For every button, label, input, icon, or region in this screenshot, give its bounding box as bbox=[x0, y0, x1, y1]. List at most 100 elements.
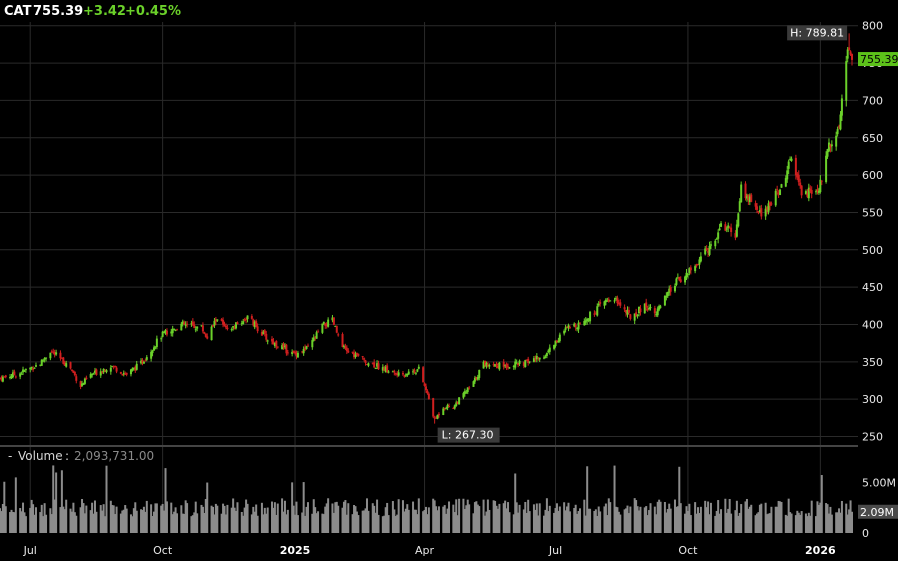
candle-body bbox=[845, 61, 848, 101]
candle-body bbox=[768, 202, 771, 206]
volume-bar bbox=[764, 502, 767, 533]
candle-body bbox=[558, 334, 561, 342]
candle-body bbox=[22, 369, 25, 373]
price-tick-label: 300 bbox=[862, 393, 883, 406]
volume-bar bbox=[129, 514, 132, 533]
candle-body bbox=[115, 367, 118, 372]
volume-bar bbox=[95, 511, 98, 533]
candle-body bbox=[381, 367, 384, 371]
candle-body bbox=[697, 264, 700, 266]
volume-bar bbox=[383, 515, 386, 533]
candle-body bbox=[384, 366, 387, 373]
volume-bar bbox=[576, 513, 579, 533]
volume-bar bbox=[112, 505, 115, 533]
candle-body bbox=[589, 311, 592, 322]
volume-bar bbox=[29, 507, 32, 533]
candle-body bbox=[586, 318, 589, 322]
volume-bar bbox=[250, 514, 253, 533]
candle-body bbox=[85, 377, 88, 380]
candle-body bbox=[606, 300, 609, 302]
candle-body bbox=[271, 338, 274, 342]
volume-bar bbox=[50, 514, 53, 533]
candle-body bbox=[744, 183, 747, 199]
volume-bar bbox=[324, 506, 327, 533]
candle-body bbox=[206, 336, 209, 339]
candle-body bbox=[819, 179, 822, 193]
volume-bar bbox=[222, 503, 225, 533]
candle-body bbox=[846, 49, 849, 59]
candle-body bbox=[770, 203, 773, 205]
volume-bar bbox=[272, 507, 275, 533]
volume-bar bbox=[547, 511, 550, 533]
candle-body bbox=[522, 362, 525, 366]
volume-bar bbox=[426, 514, 429, 533]
volume-bar bbox=[164, 468, 167, 533]
candle-body bbox=[24, 369, 27, 371]
volume-bar bbox=[790, 513, 793, 533]
volume-bar bbox=[75, 515, 78, 533]
volume-bar bbox=[846, 514, 849, 533]
volume-bar bbox=[39, 512, 42, 533]
volume-collapse-icon[interactable]: - bbox=[8, 449, 12, 463]
volume-bar bbox=[799, 514, 802, 533]
volume-bar bbox=[0, 511, 3, 533]
candle-body bbox=[548, 347, 551, 352]
candle-body bbox=[73, 371, 76, 376]
volume-bar bbox=[679, 503, 682, 533]
volume-bar bbox=[686, 510, 689, 533]
candle-body bbox=[102, 368, 105, 373]
candle-body bbox=[573, 323, 576, 327]
volume-bar bbox=[724, 498, 727, 533]
candle-body bbox=[312, 337, 315, 341]
candle-body bbox=[504, 364, 507, 366]
volume-bar bbox=[578, 508, 581, 533]
volume-bar bbox=[161, 503, 164, 533]
candle-body bbox=[466, 387, 469, 393]
candle-body bbox=[839, 114, 842, 130]
volume-bar bbox=[413, 509, 416, 533]
candle-body bbox=[145, 357, 148, 360]
volume-bar bbox=[393, 509, 396, 533]
volume-bar bbox=[656, 501, 659, 533]
candle-body bbox=[517, 362, 520, 365]
volume-bar bbox=[827, 513, 830, 533]
price-tick-label: 250 bbox=[862, 431, 883, 444]
candle-body bbox=[321, 323, 324, 333]
volume-bar bbox=[757, 512, 760, 533]
volume-bar bbox=[512, 514, 515, 533]
candle-body bbox=[119, 371, 122, 374]
volume-bar bbox=[532, 504, 535, 533]
volume-bar bbox=[810, 500, 813, 533]
volume-bar bbox=[645, 506, 648, 533]
volume-bar bbox=[263, 507, 266, 533]
volume-bar bbox=[396, 514, 399, 533]
candle-body bbox=[324, 323, 327, 326]
volume-bar bbox=[134, 502, 137, 533]
volume-bar bbox=[448, 501, 451, 533]
candle-body bbox=[353, 352, 356, 358]
candle-body bbox=[377, 363, 380, 370]
volume-bar bbox=[312, 499, 315, 533]
candle-body bbox=[376, 363, 379, 367]
volume-bar bbox=[173, 511, 176, 533]
candle-body bbox=[181, 321, 184, 325]
time-tick-label: Jul bbox=[548, 544, 562, 557]
volume-bar bbox=[196, 513, 199, 533]
candle-body bbox=[820, 180, 823, 182]
candle-body bbox=[794, 157, 797, 176]
volume-bar bbox=[114, 514, 117, 533]
volume-bar bbox=[220, 513, 223, 533]
candle-body bbox=[473, 377, 476, 382]
candle-body bbox=[92, 373, 95, 375]
volume-bar bbox=[616, 507, 619, 533]
volume-bar bbox=[232, 498, 235, 533]
candle-body bbox=[383, 368, 386, 371]
candle-body bbox=[478, 369, 481, 378]
candle-body bbox=[747, 194, 750, 201]
volume-bar bbox=[515, 502, 518, 533]
volume-bar bbox=[14, 477, 17, 533]
candle-body bbox=[673, 285, 676, 292]
candle-body bbox=[364, 360, 367, 363]
volume-bar bbox=[462, 498, 465, 533]
